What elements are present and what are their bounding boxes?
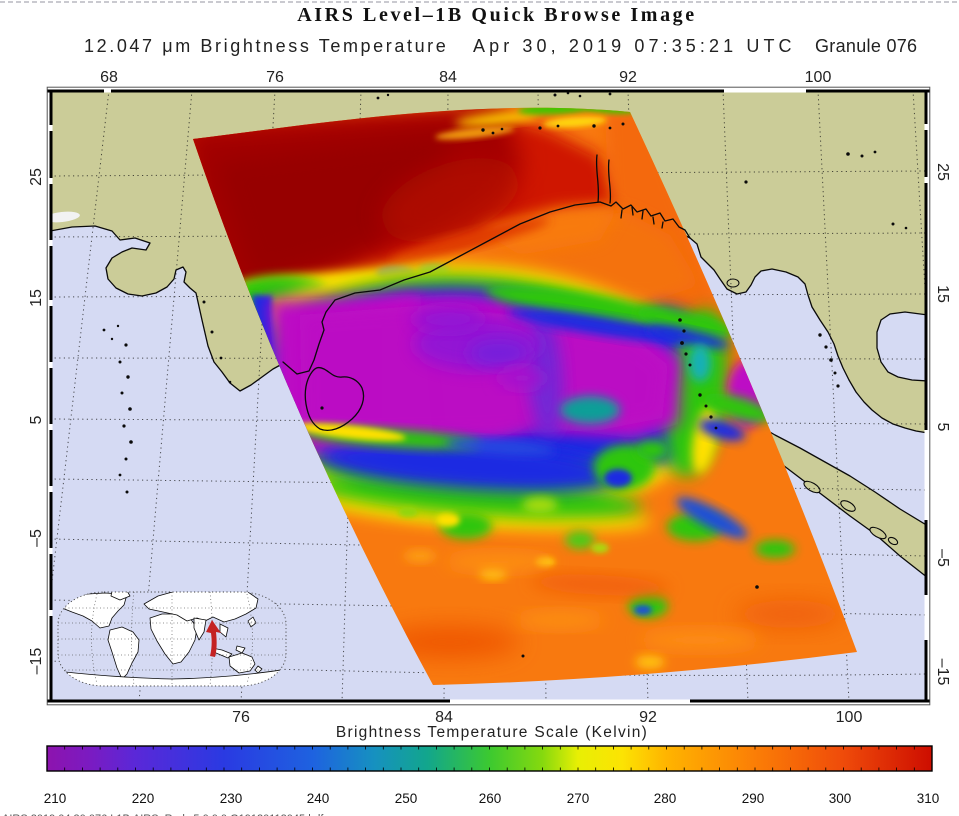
svg-text:–5: –5 <box>28 529 45 547</box>
svg-text:Apr 30, 2019 07:35:21 UTC: Apr 30, 2019 07:35:21 UTC <box>473 36 796 56</box>
svg-text:15: 15 <box>934 285 951 303</box>
svg-text:25: 25 <box>28 168 45 186</box>
svg-text:84: 84 <box>435 709 453 726</box>
svg-text:250: 250 <box>395 791 418 806</box>
svg-text:220: 220 <box>132 791 155 806</box>
svg-text:5: 5 <box>934 423 951 432</box>
svg-text:68: 68 <box>100 69 118 86</box>
svg-text:12.047 μm Brightness Temperatu: 12.047 μm Brightness Temperature <box>84 36 448 56</box>
svg-text:AIRS Level–1B Quick Browse Ima: AIRS Level–1B Quick Browse Image <box>297 4 697 26</box>
svg-text:92: 92 <box>639 709 657 726</box>
svg-text:240: 240 <box>307 791 330 806</box>
svg-text:92: 92 <box>619 69 637 86</box>
svg-text:260: 260 <box>479 791 502 806</box>
svg-text:15: 15 <box>28 289 45 307</box>
svg-text:Granule 076: Granule 076 <box>815 36 917 56</box>
svg-text:230: 230 <box>220 791 243 806</box>
svg-text:100: 100 <box>805 69 832 86</box>
svg-text:310: 310 <box>917 791 940 806</box>
svg-text:Brightness Temperature Scale (: Brightness Temperature Scale (Kelvin) <box>336 724 648 741</box>
svg-text:100: 100 <box>836 709 863 726</box>
svg-text:280: 280 <box>654 791 677 806</box>
svg-text:76: 76 <box>232 709 250 726</box>
svg-text:210: 210 <box>44 791 67 806</box>
svg-text:300: 300 <box>829 791 852 806</box>
svg-text:270: 270 <box>567 791 590 806</box>
svg-text:–15: –15 <box>28 648 45 675</box>
svg-text:290: 290 <box>742 791 765 806</box>
svg-text:5: 5 <box>28 415 45 424</box>
svg-text:84: 84 <box>439 69 457 86</box>
svg-text:–15: –15 <box>934 659 951 686</box>
svg-text:AIRS.2019.04.30.076.L1B.AIRS_R: AIRS.2019.04.30.076.L1B.AIRS_Rad.v5.0.0.… <box>2 813 324 816</box>
svg-text:–5: –5 <box>934 549 951 567</box>
svg-text:76: 76 <box>266 69 284 86</box>
svg-text:25: 25 <box>934 163 951 181</box>
